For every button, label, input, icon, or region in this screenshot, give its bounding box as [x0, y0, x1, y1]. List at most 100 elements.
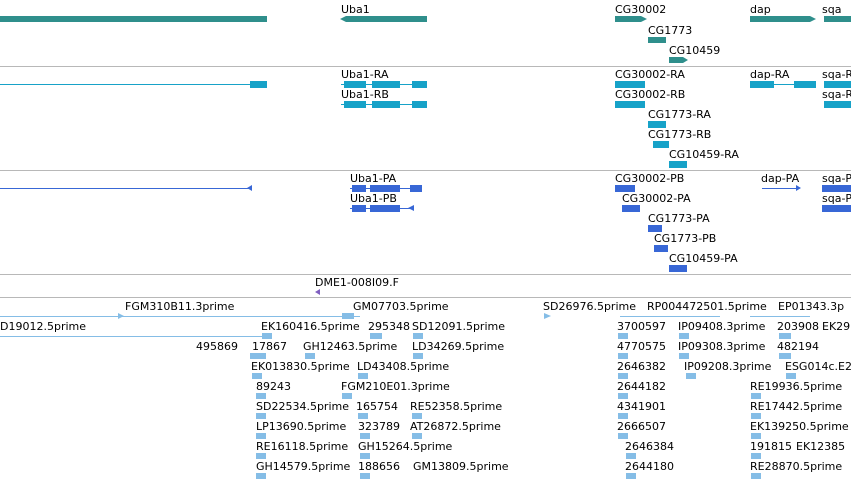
est-label[interactable]: 2646384 — [625, 440, 674, 453]
gene-label-sqa[interactable]: sqa — [822, 3, 842, 16]
gene-bar-cg10459[interactable] — [669, 57, 683, 63]
est-label[interactable]: 2644182 — [617, 380, 666, 393]
transcript-label-cg1773-rb[interactable]: CG1773-RB — [648, 128, 712, 141]
est-label[interactable]: 191815 — [750, 440, 792, 453]
est-segment[interactable] — [256, 413, 266, 419]
protein-segment[interactable] — [410, 185, 422, 192]
transcript-label-cg30002-rb[interactable]: CG30002-RB — [615, 88, 686, 101]
est-segment[interactable] — [256, 473, 266, 479]
protein-segment[interactable] — [352, 185, 366, 192]
est-label[interactable]: SD22534.5prime — [256, 400, 349, 413]
transcript-exon[interactable] — [250, 81, 267, 88]
protein-label-cg1773-pa[interactable]: CG1773-PA — [648, 212, 710, 225]
transcript-exon[interactable] — [615, 101, 645, 108]
est-label[interactable]: SD12091.5prime — [412, 320, 505, 333]
est-label[interactable]: RP004472501.5prime — [647, 300, 767, 313]
est-label[interactable]: FGM310B11.3prime — [125, 300, 235, 313]
est-segment[interactable] — [779, 353, 791, 359]
est-segment[interactable] — [358, 373, 368, 379]
est-label[interactable]: RE17442.5prime — [750, 400, 843, 413]
est-segment[interactable] — [342, 393, 352, 399]
protein-segment[interactable] — [822, 185, 851, 192]
transcript-exon[interactable] — [412, 81, 427, 88]
transcript-label-cg10459-ra[interactable]: CG10459-RA — [669, 148, 739, 161]
est-segment[interactable] — [412, 413, 422, 419]
est-segment[interactable] — [342, 313, 354, 319]
est-segment[interactable] — [786, 373, 796, 379]
est-segment[interactable] — [626, 473, 636, 479]
est-segment[interactable] — [618, 333, 628, 339]
protein-segment[interactable] — [615, 185, 635, 192]
est-segment[interactable] — [305, 353, 315, 359]
est-segment[interactable] — [360, 473, 370, 479]
gene-label-uba1[interactable]: Uba1 — [341, 3, 370, 16]
est-label[interactable]: EK29 — [822, 320, 851, 333]
est-label[interactable]: 482194 — [777, 340, 819, 353]
est-segment[interactable] — [256, 433, 266, 439]
transcript-exon[interactable] — [794, 81, 816, 88]
est-segment[interactable] — [618, 353, 628, 359]
gene-label-cg30002[interactable]: CG30002 — [615, 3, 667, 16]
est-segment[interactable] — [751, 433, 761, 439]
est-label[interactable]: D19012.5prime — [0, 320, 87, 333]
est-segment[interactable] — [370, 333, 382, 339]
transcript-label-cg1773-ra[interactable]: CG1773-RA — [648, 108, 711, 121]
est-label[interactable]: 203908 — [777, 320, 819, 333]
gene-label-cg10459[interactable]: CG10459 — [669, 44, 721, 57]
gene-bar-sqa[interactable] — [824, 16, 851, 22]
est-segment[interactable] — [256, 453, 266, 459]
est-label[interactable]: ESG014c.E2 — [785, 360, 851, 373]
est-label[interactable]: 89243 — [256, 380, 291, 393]
transcript-exon[interactable] — [372, 101, 400, 108]
est-segment[interactable] — [258, 353, 266, 359]
protein-label-uba1-pa[interactable]: Uba1-PA — [350, 172, 397, 185]
est-label[interactable]: GH15264.5prime — [358, 440, 453, 453]
est-label[interactable]: 4341901 — [617, 400, 666, 413]
est-label[interactable]: 323789 — [358, 420, 400, 433]
est-label[interactable]: IP09408.3prime — [678, 320, 766, 333]
est-label[interactable]: 165754 — [356, 400, 398, 413]
est-segment[interactable] — [626, 453, 636, 459]
est-label[interactable]: RE28870.5prime — [750, 460, 843, 473]
est-segment[interactable] — [360, 453, 370, 459]
protein-label-sqa-p[interactable]: sqa-P — [822, 172, 851, 185]
est-label[interactable]: 295348 — [368, 320, 410, 333]
est-label[interactable]: RE52358.5prime — [410, 400, 503, 413]
est-segment[interactable] — [686, 373, 696, 379]
gene-label-cg1773[interactable]: CG1773 — [648, 24, 693, 37]
est-label[interactable]: FGM210E01.3prime — [341, 380, 450, 393]
est-label[interactable]: EP01343.3p — [778, 300, 845, 313]
transcript-exon[interactable] — [824, 81, 851, 88]
protein-label-uba1-pb[interactable]: Uba1-PB — [350, 192, 397, 205]
est-label[interactable]: GH12463.5prime — [303, 340, 398, 353]
est-label[interactable]: LD43408.5prime — [357, 360, 450, 373]
est-label[interactable]: LP13690.5prime — [256, 420, 347, 433]
protein-label-cg30002-pa[interactable]: CG30002-PA — [622, 192, 691, 205]
est-segment[interactable] — [618, 433, 628, 439]
transcript-exon[interactable] — [669, 161, 687, 168]
protein-segment[interactable] — [352, 205, 366, 212]
est-label[interactable]: 2666507 — [617, 420, 666, 433]
protein-segment[interactable] — [654, 245, 668, 252]
est-label[interactable]: EK139250.5prime — [750, 420, 849, 433]
protein-label-dap-pa[interactable]: dap-PA — [761, 172, 800, 185]
est-label[interactable]: IP09308.3prime — [678, 340, 766, 353]
est-segment[interactable] — [413, 353, 423, 359]
est-label[interactable]: EK160416.5prime — [261, 320, 360, 333]
est-label[interactable]: 2644180 — [625, 460, 674, 473]
est-label[interactable]: GM13809.5prime — [413, 460, 509, 473]
protein-segment[interactable] — [370, 205, 400, 212]
protein-label-cg10459-pa[interactable]: CG10459-PA — [669, 252, 738, 265]
gene-bar[interactable] — [0, 16, 267, 22]
est-segment[interactable] — [751, 393, 761, 399]
protein-label-cg1773-pb[interactable]: CG1773-PB — [654, 232, 717, 245]
est-segment[interactable] — [618, 373, 628, 379]
est-segment[interactable] — [618, 393, 628, 399]
est-segment[interactable] — [358, 413, 368, 419]
est-segment[interactable] — [751, 453, 761, 459]
protein-segment[interactable] — [669, 265, 687, 272]
est-label[interactable]: RE19936.5prime — [750, 380, 843, 393]
est-label[interactable]: 188656 — [358, 460, 400, 473]
gene-bar-dap[interactable] — [750, 16, 810, 22]
est-segment[interactable] — [679, 333, 689, 339]
